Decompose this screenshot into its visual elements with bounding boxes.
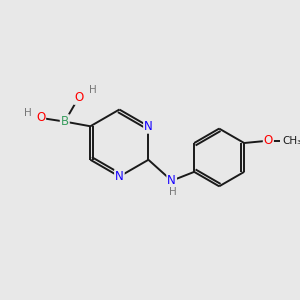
Text: O: O xyxy=(36,111,45,124)
Text: H: H xyxy=(24,108,32,118)
Text: N: N xyxy=(144,120,153,133)
Text: H: H xyxy=(169,188,176,197)
Text: H: H xyxy=(89,85,97,95)
Text: N: N xyxy=(167,174,176,187)
Text: O: O xyxy=(74,91,83,104)
Text: O: O xyxy=(264,134,273,147)
Text: N: N xyxy=(115,170,124,183)
Text: CH₃: CH₃ xyxy=(282,136,300,146)
Text: B: B xyxy=(61,115,69,128)
